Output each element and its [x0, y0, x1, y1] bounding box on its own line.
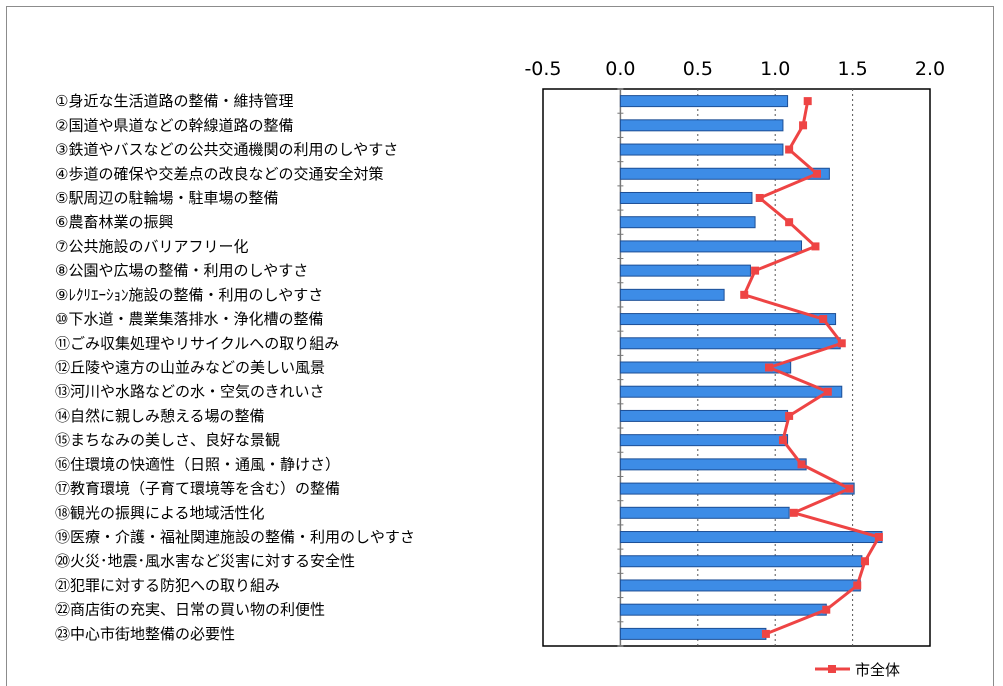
bar	[619, 240, 803, 253]
axis-ticks	[617, 88, 624, 647]
legend-marker-swatch	[828, 665, 836, 673]
series-marker	[740, 290, 749, 299]
bar	[619, 385, 843, 398]
series-marker	[874, 533, 883, 542]
category-label: ④歩道の確保や交差点の改良などの交通安全対策	[55, 165, 383, 183]
category-label: ⑳火災･地震･風水害など災害に対する安全性	[55, 552, 355, 570]
series-marker	[785, 218, 794, 227]
series-marker	[803, 97, 812, 106]
category-label: ⑲医療・介護・福祉関連施設の整備・利用のしやすさ	[55, 528, 415, 546]
bar	[619, 627, 767, 640]
category-label: ⑱観光の振興による地域活性化	[55, 504, 265, 522]
bar	[619, 361, 792, 374]
bar	[619, 216, 756, 229]
bar	[619, 167, 830, 180]
chart-frame	[6, 6, 994, 686]
category-label: ⑩下水道・農業集落排水・浄化槽の整備	[55, 310, 323, 328]
category-label: ㉒商店街の充実、日常の買い物の利便性	[55, 601, 325, 619]
category-label: ⑯住環境の快適性（日照・通風・静けさ）	[55, 455, 340, 473]
category-label: ⑪ごみ収集処理やリサイクルへの取り組み	[55, 334, 339, 352]
series-marker	[811, 242, 820, 251]
series-marker	[860, 557, 869, 566]
category-label: ㉓中心市街地整備の必要性	[55, 625, 235, 643]
x-tick-labels: -0.5 0.0 0.5 1.0 1.5 2.0	[524, 58, 945, 80]
x-tick-label: 0.5	[683, 58, 713, 80]
category-label: ⑧公園や広場の整備・利用のしやすさ	[55, 262, 308, 280]
series-marker	[765, 363, 774, 372]
bar	[619, 191, 753, 204]
category-label: ③鉄道やバスなどの公共交通機関の利用のしやすさ	[55, 141, 398, 159]
bar	[619, 434, 789, 447]
bar	[619, 555, 863, 568]
bar	[619, 264, 751, 277]
series-marker	[845, 484, 854, 493]
category-label: ⑫丘陵や遠方の山並みなどの美しい風景	[55, 359, 325, 377]
category-label: ⑮まちなみの美しさ、良好な景観	[55, 431, 280, 449]
series-marker	[785, 411, 794, 420]
category-label: ⑬河川や水路などの水・空気のきれいさ	[55, 383, 325, 401]
series-marker	[823, 387, 832, 396]
series-marker	[789, 508, 798, 517]
bar-series	[619, 95, 883, 640]
series-marker	[812, 169, 821, 178]
category-label: ⑦公共施設のバリアフリー化	[55, 237, 248, 255]
series-marker	[822, 605, 831, 614]
series-marker	[797, 460, 806, 469]
x-tick-label: 1.5	[837, 58, 867, 80]
category-label: ㉑犯罪に対する防犯への取り組み	[55, 576, 280, 594]
series-marker	[819, 315, 828, 324]
category-label: ①身近な生活道路の整備・維持管理	[55, 92, 293, 110]
bar	[619, 337, 841, 350]
category-label: ②国道や県道などの幹線道路の整備	[55, 116, 293, 134]
legend-label: 市全体	[855, 661, 900, 679]
bar	[619, 288, 725, 301]
category-label: ⑤駅周辺の駐輪場・駐車場の整備	[55, 189, 278, 207]
series-marker	[799, 121, 808, 130]
series-marker	[853, 581, 862, 590]
series-marker	[778, 436, 787, 445]
series-marker	[751, 266, 760, 275]
category-label: ⑭自然に親しみ憩える場の整備	[55, 407, 265, 425]
series-marker	[837, 339, 846, 348]
series-marker	[761, 629, 770, 638]
category-label: ⑰教育環境（子育て環境等を含む）の整備	[55, 480, 340, 498]
category-labels: ①身近な生活道路の整備・維持管理 ②国道や県道などの幹線道路の整備 ③鉄道やバスなど…	[55, 92, 415, 643]
series-marker	[755, 193, 764, 202]
series-marker	[785, 145, 794, 154]
bar	[619, 579, 861, 592]
bar	[619, 313, 837, 326]
bar	[619, 603, 827, 616]
category-label: ⑨ﾚｸﾘｴｰｼｮﾝ施設の整備・利用のしやすさ	[55, 286, 323, 304]
x-tick-label: 0.0	[605, 58, 635, 80]
bar	[619, 506, 790, 519]
bar	[619, 119, 784, 132]
bar	[619, 95, 789, 108]
bar	[619, 531, 883, 544]
bar	[619, 482, 855, 495]
x-tick-label: 2.0	[915, 58, 945, 80]
x-tick-label: 1.0	[760, 58, 790, 80]
bar	[619, 458, 807, 471]
bar	[619, 409, 789, 422]
legend: 市全体	[815, 661, 900, 679]
bar	[619, 143, 784, 156]
category-label: ⑥農畜林業の振興	[55, 213, 173, 231]
x-tick-label: -0.5	[524, 58, 561, 80]
line-series	[740, 97, 883, 638]
